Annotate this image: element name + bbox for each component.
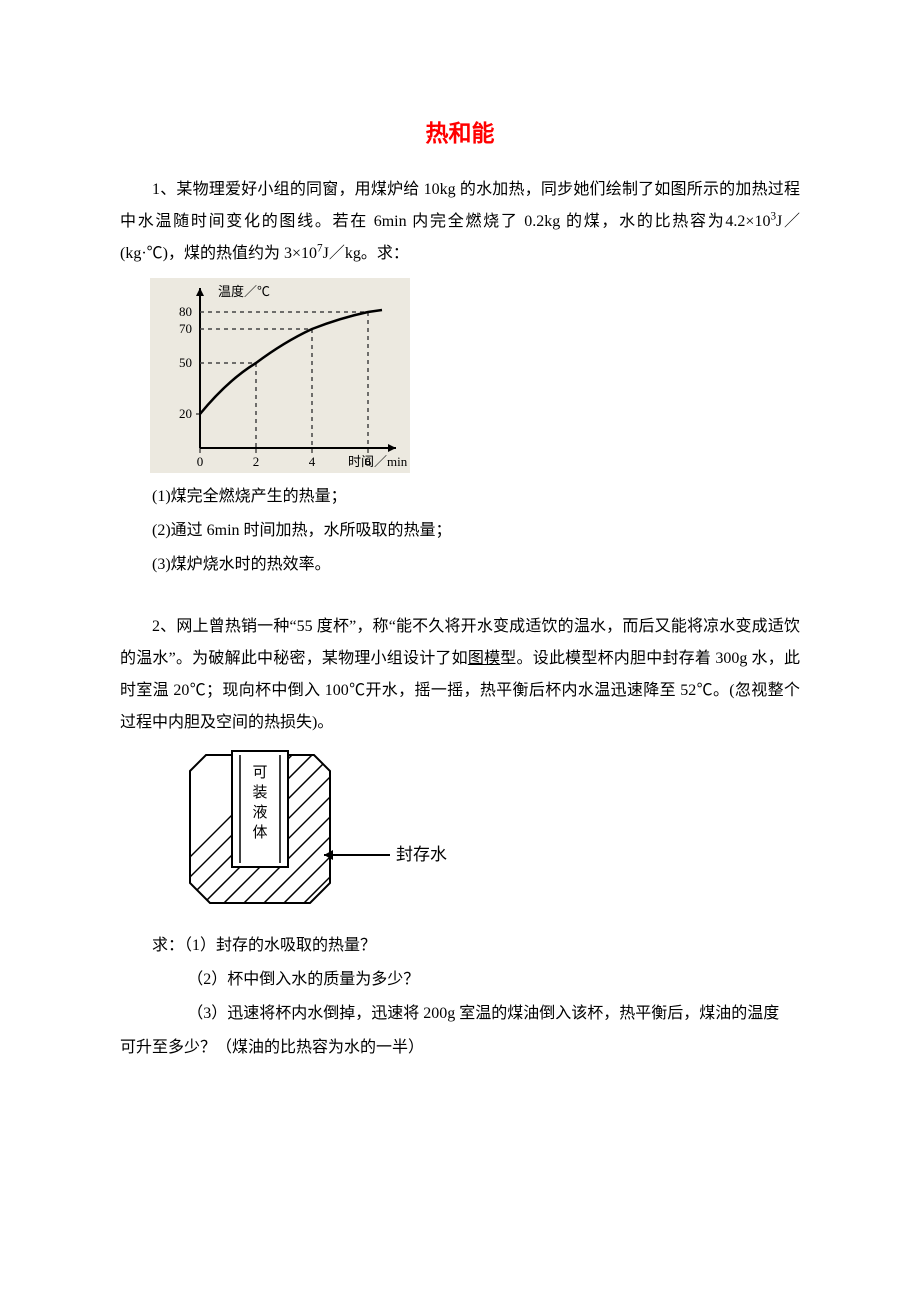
q2-part3: （3）迅速将杯内水倒掉，迅速将 200g 室温的煤油倒入该杯，热平衡后，煤油的温… [120,998,800,1030]
q2-diagram: 可 装 液 体 封存水 [150,747,800,922]
cup-diagram: 可 装 液 体 封存水 [150,747,470,922]
ytick-50: 50 [179,355,192,370]
y-axis-label: 温度／℃ [218,284,270,299]
svg-text:可: 可 [252,765,267,781]
q2-part3b: 可升至多少？（煤油的比热容为水的一半） [120,1032,800,1064]
ytick-20: 20 [179,406,192,421]
ytick-80: 80 [179,304,192,319]
xtick-0: 0 [197,454,204,469]
svg-text:装: 装 [252,784,267,801]
temperature-time-chart: 0 2 4 6 20 50 70 80 温度／℃ 时间／min [150,278,410,473]
xtick-2: 2 [253,454,260,469]
q1-part3: (3)煤炉烧水时的热效率。 [120,549,800,581]
page-title: 热和能 [120,110,800,156]
q1-part1: (1)煤完全燃烧产生的热量； [120,481,800,513]
q2-part2: （2）杯中倒入水的质量为多少？ [120,964,800,996]
q2-intro: 2、网上曾热销一种“55 度杯”，称“能不久将开水变成适饮的温水，而后又能将凉水… [120,611,800,739]
q2-intro-link: 图模 [468,650,500,667]
arrow-label: 封存水 [396,845,447,864]
q1-part2: (2)通过 6min 时间加热，水所吸取的热量； [120,515,800,547]
xtick-4: 4 [309,454,316,469]
q1-chart: 0 2 4 6 20 50 70 80 温度／℃ 时间／min [150,278,800,473]
svg-text:体: 体 [252,824,267,841]
page: 热和能 1、某物理爱好小组的同窗，用煤炉给 10kg 的水加热，同步她们绘制了如… [0,0,920,1302]
ask-label: 求： [152,937,184,954]
x-axis-label: 时间／min [348,454,408,469]
spacer [120,583,800,611]
q1-intro: 1、某物理爱好小组的同窗，用煤炉给 10kg 的水加热，同步她们绘制了如图所示的… [120,174,800,270]
ytick-70: 70 [179,321,192,336]
q2-part1: （1）封存的水吸取的热量？ [184,937,376,954]
q2-ask: 求：（1）封存的水吸取的热量？ [120,930,800,962]
svg-text:液: 液 [252,804,267,821]
